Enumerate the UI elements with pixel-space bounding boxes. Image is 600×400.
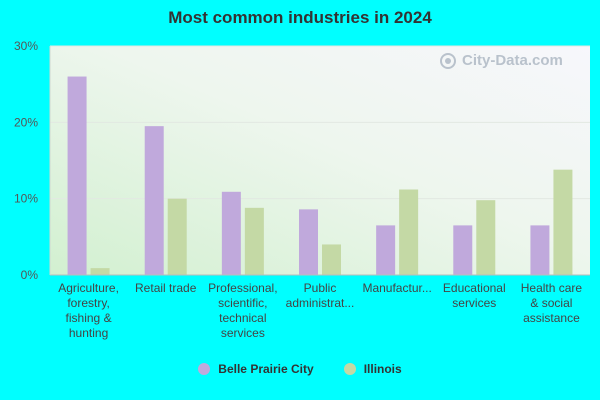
x-tick-label: Agriculture, forestry, fishing & hunting (58, 281, 119, 340)
bar-series-2[interactable] (167, 198, 187, 275)
chart-title: Most common industries in 2024 (168, 8, 432, 27)
bar-series-1[interactable] (221, 191, 241, 275)
bar-series-2[interactable] (244, 207, 264, 275)
y-axis: 0% 10% 20% 30% (14, 39, 590, 282)
y-tick-label: 0% (21, 268, 39, 282)
bar-series-2[interactable] (476, 200, 496, 275)
bar-series-2[interactable] (399, 189, 419, 275)
bar-series-1[interactable] (144, 126, 164, 276)
bar-series-1[interactable] (453, 225, 473, 275)
legend-item-series-1: Belle Prairie City (198, 362, 314, 376)
x-tick-label: Retail trade (135, 281, 197, 295)
x-tick-label: Professional, scientific, technical service… (208, 281, 277, 340)
bar-series-2[interactable] (322, 244, 341, 275)
bar-series-2[interactable] (553, 169, 573, 275)
bar-series-1[interactable] (299, 209, 318, 275)
bar-series-1[interactable] (376, 225, 396, 275)
legend-label: Illinois (363, 362, 402, 376)
bar-series-2[interactable] (90, 268, 110, 275)
bar-series-1[interactable] (530, 225, 550, 275)
watermark: City-Data.com (440, 52, 563, 69)
legend-swatch (343, 363, 356, 375)
y-tick-label: 30% (14, 39, 38, 53)
x-tick-label: Educational services (443, 281, 506, 310)
bars (67, 76, 573, 276)
search-globe-icon (440, 52, 456, 69)
gridlines (50, 45, 590, 200)
x-axis: Agriculture, forestry, fishing & hunting Ret… (58, 281, 582, 340)
watermark-text: City-Data.com (462, 52, 563, 69)
bar-series-1[interactable] (67, 76, 87, 276)
x-tick-label: Manufactur... (362, 281, 431, 295)
y-tick-label: 10% (14, 192, 38, 206)
legend-label: Belle Prairie City (218, 362, 314, 376)
x-tick-label: Health care & social assistance (521, 281, 583, 325)
legend-item-series-2: Illinois (343, 362, 402, 376)
legend: Belle Prairie City Illinois (0, 362, 600, 376)
plot-area (50, 46, 590, 275)
x-tick-label: Public administrat... (286, 281, 355, 310)
legend-swatch (198, 363, 211, 375)
y-tick-label: 20% (14, 115, 38, 129)
